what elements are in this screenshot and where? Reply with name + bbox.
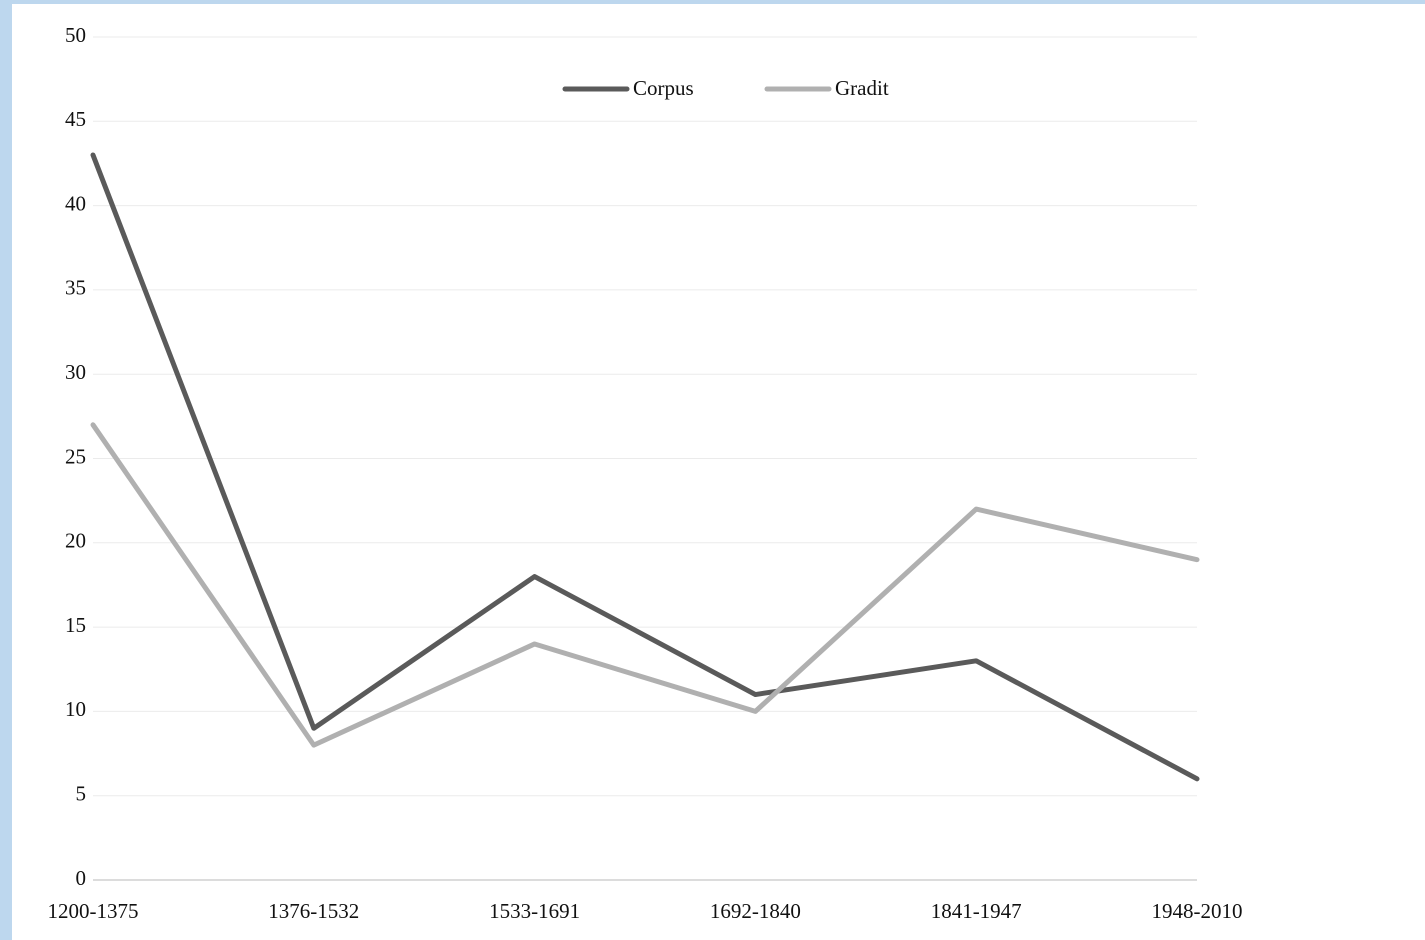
y-tick-label: 50 [65,23,86,47]
series-line [90,422,1200,748]
y-tick-label: 10 [65,697,86,721]
y-tick-label: 30 [65,360,86,384]
y-tick-label: 5 [76,782,87,806]
chart: 0 5 10 15 20 25 30 35 40 45 50 1200-1375 1376-1532 15… [12,4,1425,940]
y-tick-label: 15 [65,613,86,637]
y-tick-label: 25 [65,444,86,468]
x-tick-label: 1692-1840 [710,899,801,923]
x-tick-label: 1533-1691 [489,899,580,923]
y-tick-label: 35 [65,276,86,300]
x-tick-label: 1376-1532 [268,899,359,923]
y-tick-label: 20 [65,529,86,553]
x-tick-label: 1948-2010 [1152,899,1243,923]
legend-label: Gradit [835,76,889,100]
legend-label: Corpus [633,76,694,100]
series-line [90,152,1200,782]
x-tick-label: 1841-1947 [931,899,1022,923]
y-tick-label: 40 [65,191,86,215]
y-tick-label: 45 [65,107,86,131]
x-tick-label: 1200-1375 [48,899,139,923]
y-tick-label: 0 [76,866,87,890]
